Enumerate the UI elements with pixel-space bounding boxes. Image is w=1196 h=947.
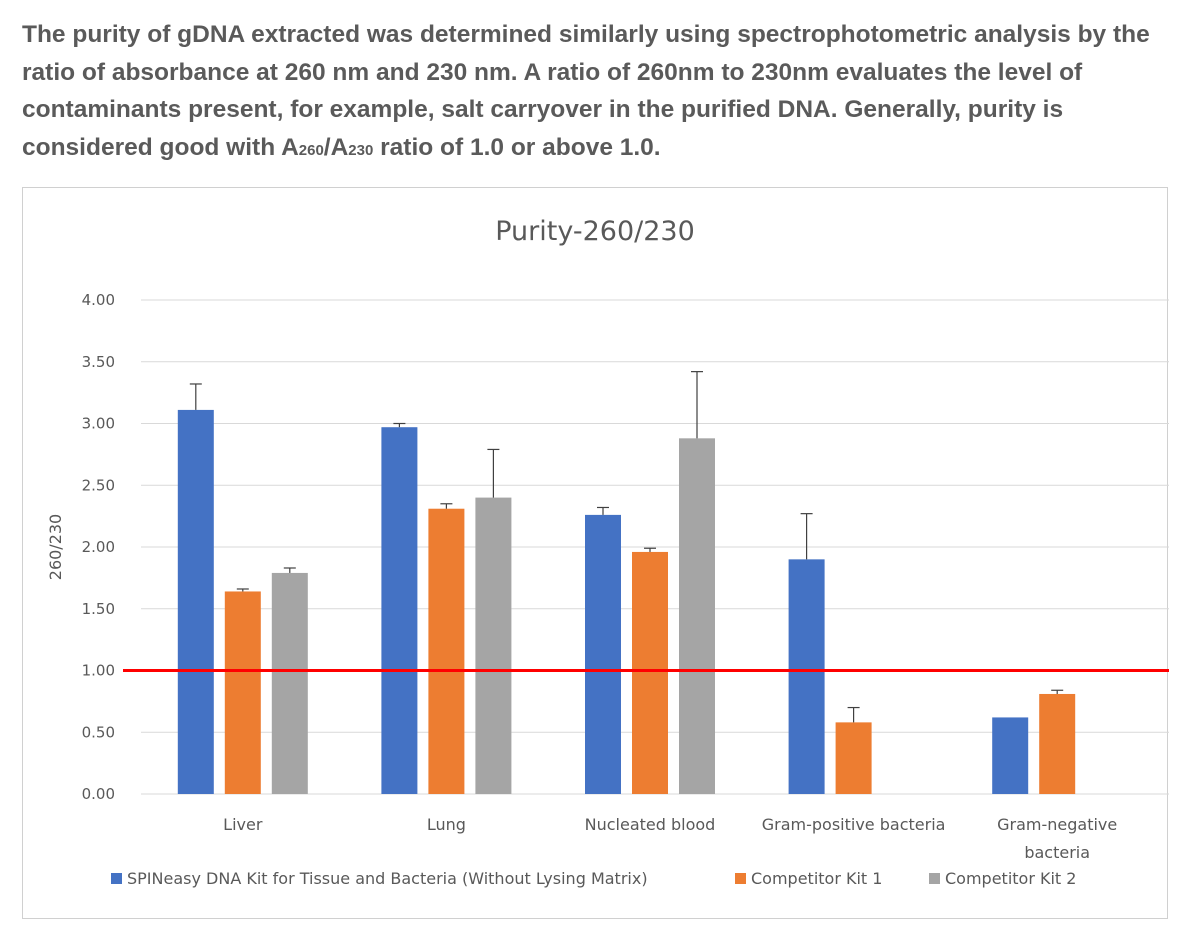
bar-series1-cat4 bbox=[1039, 693, 1076, 794]
bar-series2-cat1 bbox=[475, 497, 512, 794]
bar-series1-cat2 bbox=[632, 551, 668, 794]
y-tick-label-5: 2.50 bbox=[82, 476, 115, 494]
category-label-2-line-0: Nucleated blood bbox=[585, 815, 716, 834]
legend-label-1: Competitor Kit 1 bbox=[751, 869, 882, 888]
y-tick-label-2: 1.00 bbox=[82, 662, 115, 680]
category-label-4: Gram-negative bacteria bbox=[997, 815, 1117, 862]
y-axis-label: 260/230 bbox=[46, 514, 65, 580]
legend-swatch-1 bbox=[735, 873, 746, 884]
bar-series2-cat2 bbox=[679, 438, 715, 794]
bar-series1-cat1 bbox=[428, 508, 465, 794]
legend-label-2: Competitor Kit 2 bbox=[945, 869, 1076, 888]
chart-title: Purity-260/230 bbox=[495, 216, 695, 247]
y-tick-label-1: 0.50 bbox=[82, 723, 115, 741]
category-label-3: Gram-positive bacteria bbox=[762, 815, 946, 834]
grid-layer: 0.00 0.50 1.00 1.50 2.00 2.50 3.00 3.50 4.00 bbox=[82, 291, 1169, 803]
legend-swatch-2 bbox=[929, 873, 940, 884]
category-label-0: Liver bbox=[223, 815, 263, 834]
y-tick-label-8: 4.00 bbox=[82, 291, 115, 309]
y-tick-label-7: 3.50 bbox=[82, 353, 115, 371]
chart-frame: Purity-260/230 260/230 0.00 0.50 1.00 1.50 2… bbox=[22, 187, 1169, 919]
bar-series0-cat3 bbox=[788, 559, 825, 794]
y-tick-label-6: 3.00 bbox=[82, 415, 115, 433]
category-label-1-line-0: Lung bbox=[427, 815, 466, 834]
bar-series0-cat0 bbox=[177, 409, 214, 794]
y-tick-label-4: 2.00 bbox=[82, 538, 115, 556]
category-label-0-line-0: Liver bbox=[223, 815, 263, 834]
purity-bar-chart: Purity-260/230 260/230 0.00 0.50 1.00 1.50 2… bbox=[46, 216, 1169, 888]
category-label-4-line-0: Gram-negative bbox=[997, 815, 1117, 834]
y-tick-label-0: 0.00 bbox=[82, 785, 115, 803]
bars-layer bbox=[177, 371, 1076, 794]
bar-series1-cat0 bbox=[224, 591, 261, 794]
bar-series0-cat4 bbox=[992, 717, 1029, 794]
bar-series2-cat0 bbox=[271, 572, 308, 794]
category-label-3-line-0: Gram-positive bacteria bbox=[762, 815, 946, 834]
intro-paragraph: The purity of gDNA extracted was determi… bbox=[22, 21, 1150, 161]
bar-series1-cat3 bbox=[835, 722, 872, 794]
category-label-2: Nucleated blood bbox=[585, 815, 716, 834]
category-labels: Liver Lung Nucleated blood Gram-positive ba… bbox=[223, 815, 1117, 862]
category-label-4-line-1: bacteria bbox=[1024, 843, 1090, 862]
bar-series0-cat2 bbox=[585, 514, 621, 794]
legend-label-0: SPINeasy DNA Kit for Tissue and Bacteria… bbox=[127, 869, 648, 888]
y-tick-label-3: 1.50 bbox=[82, 600, 115, 618]
bar-series0-cat1 bbox=[381, 427, 418, 794]
legend: SPINeasy DNA Kit for Tissue and Bacteria… bbox=[111, 869, 1076, 888]
legend-swatch-0 bbox=[111, 873, 122, 884]
category-label-1: Lung bbox=[427, 815, 466, 834]
